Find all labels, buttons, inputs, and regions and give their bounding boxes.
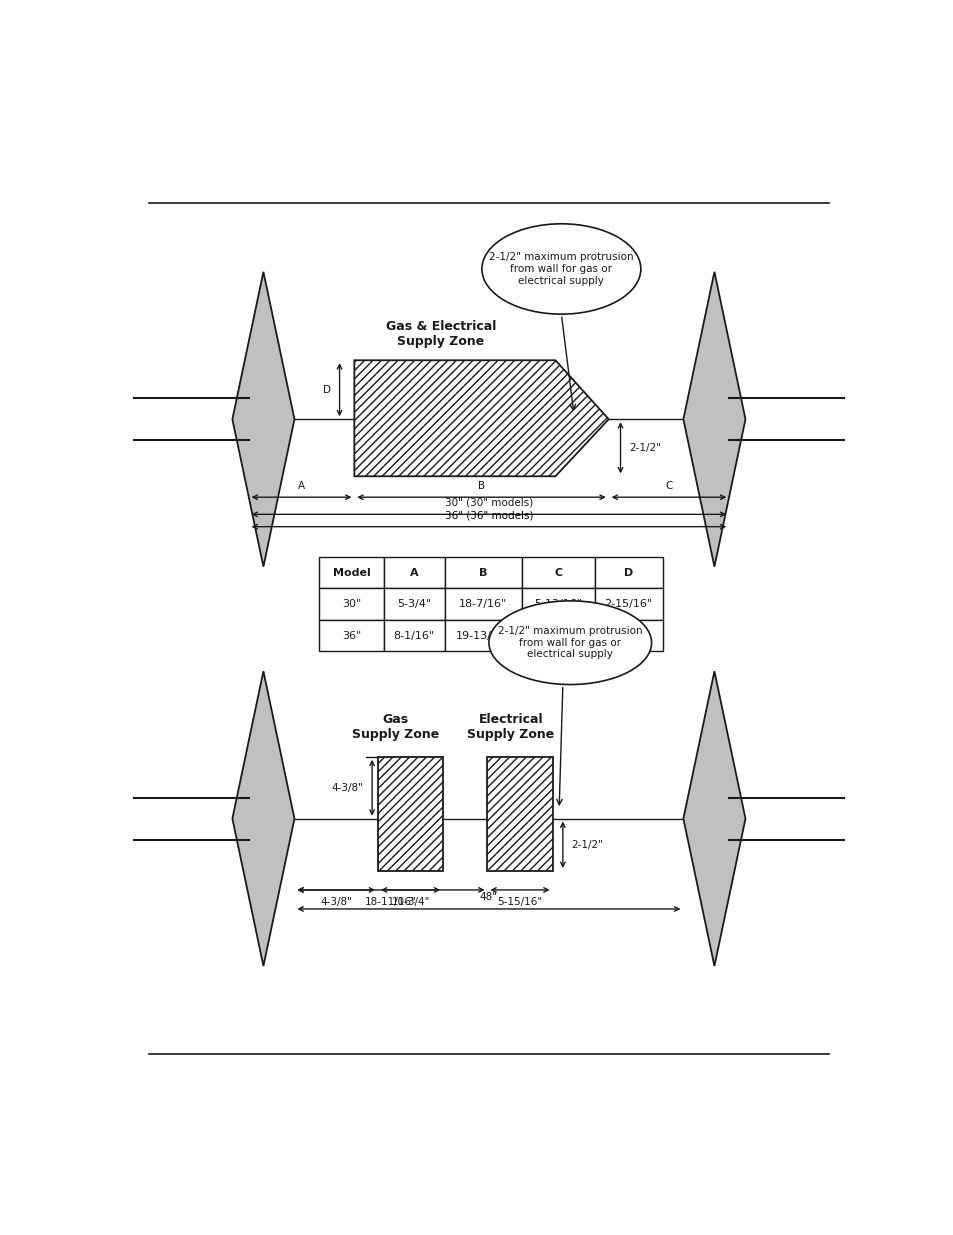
Bar xyxy=(521,620,594,651)
Bar xyxy=(444,589,521,620)
Text: 48": 48" xyxy=(479,893,497,903)
Bar xyxy=(594,589,662,620)
Text: 4-3/8": 4-3/8" xyxy=(331,783,363,793)
Text: 2-15/16": 2-15/16" xyxy=(604,599,652,609)
Text: B: B xyxy=(477,480,484,490)
Text: 2-1/2" maximum protrusion
from wall for gas or
electrical supply: 2-1/2" maximum protrusion from wall for … xyxy=(489,252,633,285)
Text: 5-15/16": 5-15/16" xyxy=(497,897,542,906)
Ellipse shape xyxy=(488,601,651,684)
Bar xyxy=(383,620,444,651)
Polygon shape xyxy=(233,272,294,567)
Text: 8-1/8": 8-1/8" xyxy=(540,631,575,641)
Polygon shape xyxy=(682,272,744,567)
Text: 2-1/2" maximum protrusion
from wall for gas or
electrical supply: 2-1/2" maximum protrusion from wall for … xyxy=(497,626,642,659)
Bar xyxy=(318,620,383,651)
Bar xyxy=(444,557,521,589)
Text: 10-3/4": 10-3/4" xyxy=(391,897,429,906)
Text: 5-3/4": 5-3/4" xyxy=(396,599,431,609)
Polygon shape xyxy=(682,672,744,966)
Text: 36" (36" models): 36" (36" models) xyxy=(444,510,533,520)
Bar xyxy=(594,620,662,651)
Text: 5-13/16": 5-13/16" xyxy=(534,599,582,609)
Text: 18-7/16": 18-7/16" xyxy=(458,599,507,609)
Text: A: A xyxy=(297,480,305,490)
Text: 36": 36" xyxy=(341,631,360,641)
Text: 8-1/16": 8-1/16" xyxy=(394,631,435,641)
Text: 4-3/8": 4-3/8" xyxy=(320,897,352,906)
Bar xyxy=(383,589,444,620)
Text: Gas & Electrical
Supply Zone: Gas & Electrical Supply Zone xyxy=(385,320,496,348)
Bar xyxy=(594,557,662,589)
Bar xyxy=(318,557,383,589)
Text: B: B xyxy=(478,568,487,578)
Text: D: D xyxy=(322,385,331,395)
Bar xyxy=(521,557,594,589)
Text: 2-1/2": 2-1/2" xyxy=(629,443,660,453)
Bar xyxy=(383,557,444,589)
Text: 18-11/16": 18-11/16" xyxy=(365,897,416,906)
Text: Model: Model xyxy=(333,568,370,578)
Bar xyxy=(521,589,594,620)
Text: D: D xyxy=(623,568,633,578)
Text: Gas
Supply Zone: Gas Supply Zone xyxy=(352,713,439,741)
Text: 3-3/16": 3-3/16" xyxy=(607,631,648,641)
Text: C: C xyxy=(664,480,672,490)
Bar xyxy=(444,620,521,651)
Text: 30": 30" xyxy=(341,599,360,609)
Text: A: A xyxy=(410,568,418,578)
Text: Electrical
Supply Zone: Electrical Supply Zone xyxy=(467,713,554,741)
Ellipse shape xyxy=(481,224,640,314)
Text: 2-1/2": 2-1/2" xyxy=(571,840,603,850)
Polygon shape xyxy=(233,672,294,966)
Bar xyxy=(318,589,383,620)
Bar xyxy=(377,757,442,871)
Text: C: C xyxy=(554,568,562,578)
Text: 30" (30" models): 30" (30" models) xyxy=(444,498,533,508)
Polygon shape xyxy=(354,361,608,477)
Text: 19-13/16": 19-13/16" xyxy=(456,631,511,641)
Bar xyxy=(487,757,552,871)
